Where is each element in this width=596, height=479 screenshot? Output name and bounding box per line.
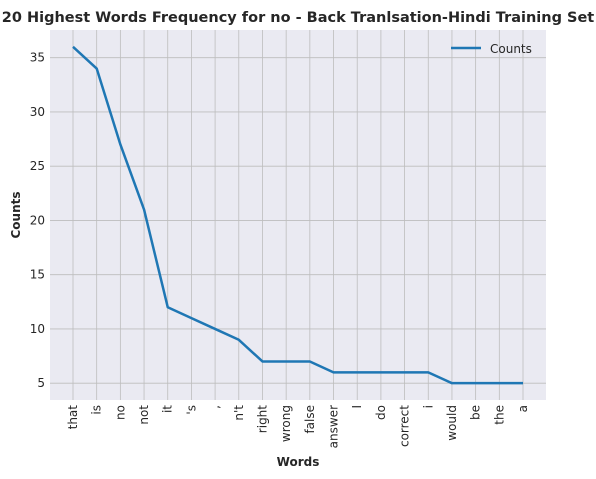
y-tick-label: 20 [30,213,45,227]
y-tick-labels: 5 10 15 20 25 30 35 [30,51,45,391]
series-line-counts [72,45,523,385]
x-tick-label: no [113,405,127,420]
x-tick-label: n't [232,405,246,421]
x-tick-label: that [66,405,80,430]
y-axis-label: Counts [9,191,23,238]
legend: Counts [451,42,532,56]
x-tick-label: answer [327,405,341,448]
x-tick-label: the [492,405,506,425]
x-tick-label: is [90,405,104,415]
x-tick-labels: that is no not it 's, n't right wrong false answer… [66,405,530,449]
y-tick-label: 10 [30,322,45,336]
x-tick-label: , [208,405,222,409]
x-tick-label: wrong [279,405,293,442]
y-tick-label: 15 [30,268,45,282]
x-tick-label: a [516,405,530,412]
y-tick-label: 30 [30,105,45,119]
x-tick-label: do [374,405,388,420]
x-axis-label: Words [277,455,320,469]
y-tick-label: 5 [37,376,45,390]
y-tick-label: 25 [30,159,45,173]
legend-label-counts: Counts [490,42,532,56]
x-tick-label: not [137,405,151,425]
series-group [72,45,523,385]
x-tick-label: I [350,405,364,409]
x-tick-label: right [255,405,269,433]
x-tick-label: 's [184,405,198,415]
x-tick-label: i [421,405,435,408]
y-tick-label: 35 [30,51,45,65]
x-tick-label: would [445,405,459,441]
plot-area [50,30,546,400]
x-tick-label: it [161,405,175,413]
x-tick-label: be [469,405,483,420]
x-tick-label: correct [398,405,412,447]
grid [50,30,546,400]
chart-title: 20 Highest Words Frequency for no - Back… [2,10,595,26]
x-tick-label: false [303,405,317,434]
